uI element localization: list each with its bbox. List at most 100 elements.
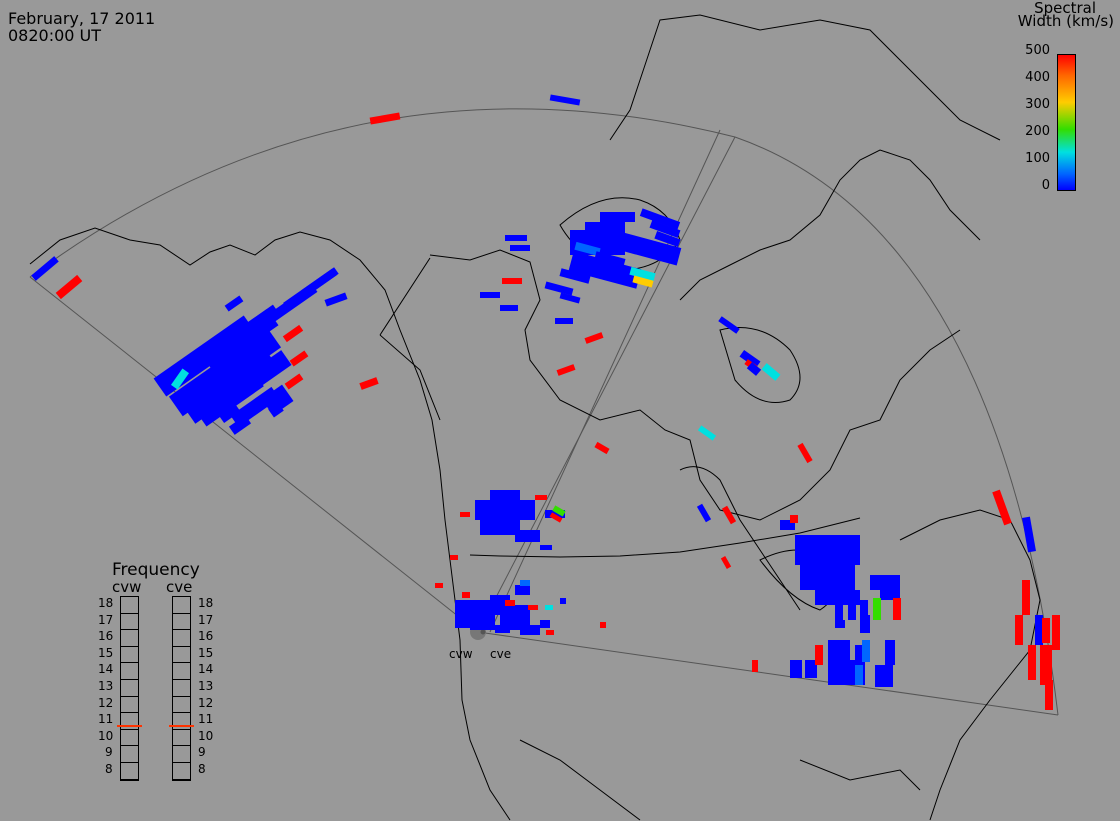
scatter-cell — [552, 505, 566, 517]
scatter-cell — [520, 580, 530, 586]
scatter-cell — [31, 256, 59, 281]
frequency-cell — [121, 763, 138, 780]
frequency-cell — [121, 614, 138, 631]
scatter-cell — [55, 274, 83, 300]
frequency-label: 17 — [98, 612, 114, 627]
frequency-cell — [121, 713, 138, 730]
scatter-cell — [795, 535, 860, 565]
scatter-cell — [718, 316, 740, 334]
scatter-cell — [248, 350, 292, 388]
scatter-cell — [559, 292, 581, 304]
frequency-label: 15 — [198, 645, 214, 660]
scatter-cell — [739, 349, 761, 369]
scatter-cell — [515, 530, 540, 542]
scatter-cell — [1045, 680, 1053, 710]
scatter-cell — [893, 598, 901, 620]
scatter-cell — [815, 645, 823, 665]
scatter-cell — [559, 268, 591, 284]
frequency-cell — [121, 647, 138, 664]
frequency-label: 10 — [198, 728, 214, 743]
frequency-marker — [117, 724, 142, 727]
frequency-cell — [173, 713, 190, 730]
scatter-cell — [720, 556, 732, 569]
frequency-cell — [121, 697, 138, 714]
frequency-cell — [173, 597, 190, 614]
scatter-cell — [1052, 615, 1060, 650]
radar-label-cve: cve — [490, 647, 512, 661]
scatter-cell — [752, 660, 758, 672]
scatter-cell — [515, 585, 530, 595]
scatter-cell — [535, 495, 547, 500]
scatter-cell — [835, 600, 843, 620]
scatter-cell — [545, 510, 565, 518]
scatter-cell — [435, 583, 443, 588]
scatter-cell — [450, 555, 458, 560]
scatter-cell — [505, 235, 527, 241]
scatter-cell — [510, 245, 530, 251]
scatter-cell — [835, 620, 845, 628]
scatter-cell — [649, 220, 681, 238]
frequency-column-cvw — [117, 596, 142, 781]
scatter-cell — [556, 364, 576, 376]
date-label: February, 17 2011 — [8, 9, 156, 28]
radar-label-cvw: cvw — [449, 647, 473, 661]
scatter-cell — [224, 295, 244, 312]
scatter-cell — [790, 515, 798, 523]
frequency-label: 18 — [98, 596, 114, 610]
frequency-label: 12 — [198, 695, 214, 710]
scatter-cell — [1040, 645, 1052, 685]
scatter-cell — [697, 425, 717, 441]
scatter-cell — [480, 292, 500, 298]
frequency-label: 9 — [198, 745, 206, 760]
scatter-cell — [500, 305, 518, 311]
scatter-cell — [639, 208, 681, 230]
colorbar-tick: 500 — [1025, 43, 1050, 58]
scatter-cell — [475, 500, 535, 520]
frequency-cell — [173, 647, 190, 664]
scatter-cell — [568, 251, 642, 289]
frequency-label: 18 — [198, 596, 214, 610]
scatter-cell — [629, 266, 656, 282]
scatter-cell — [495, 625, 510, 633]
frequency-label: 16 — [98, 629, 114, 644]
scatter-cell — [574, 241, 601, 257]
scatter-cell — [875, 665, 893, 687]
scatter-cell — [240, 304, 280, 338]
scatter-cell — [219, 404, 241, 424]
scatter-cell — [268, 402, 284, 418]
colorbar-tick: 100 — [1025, 151, 1050, 166]
scatter-cell — [873, 598, 881, 620]
scatter-cell — [545, 605, 553, 610]
scatter-cell — [470, 610, 495, 630]
scatter-cell — [880, 575, 900, 600]
scatter-cell — [490, 490, 520, 502]
frequency-label: 9 — [105, 745, 113, 760]
frequency-title: Frequency — [112, 560, 200, 580]
scatter-cell — [540, 620, 550, 628]
scatter-cell — [502, 278, 522, 284]
scatter-cell — [600, 622, 606, 628]
colorbar-tick: 300 — [1025, 97, 1050, 112]
scatter-cell — [1022, 580, 1030, 615]
scatter-cell — [460, 512, 470, 517]
frequency-cell — [173, 763, 190, 780]
frequency-label: 16 — [198, 629, 214, 644]
frequency-cell — [121, 597, 138, 614]
scatter-cell — [546, 630, 554, 635]
scatter-cell — [862, 640, 870, 662]
scatter-cell — [855, 665, 863, 685]
frequency-cell — [173, 630, 190, 647]
scatter-cell — [780, 520, 795, 530]
scatter-cell — [761, 363, 781, 381]
frequency-cell — [173, 746, 190, 763]
frequency-column-cve — [169, 596, 194, 781]
colorbar-title-line2: Width (km/s) — [1017, 12, 1114, 30]
scatter-cell — [289, 350, 309, 367]
frequency-label: 11 — [198, 712, 214, 727]
scatter-cell — [594, 251, 626, 267]
scatter-cell — [196, 371, 264, 427]
scatter-cell — [618, 232, 682, 266]
scatter-cell — [369, 112, 401, 125]
scatter-cell — [992, 489, 1012, 526]
